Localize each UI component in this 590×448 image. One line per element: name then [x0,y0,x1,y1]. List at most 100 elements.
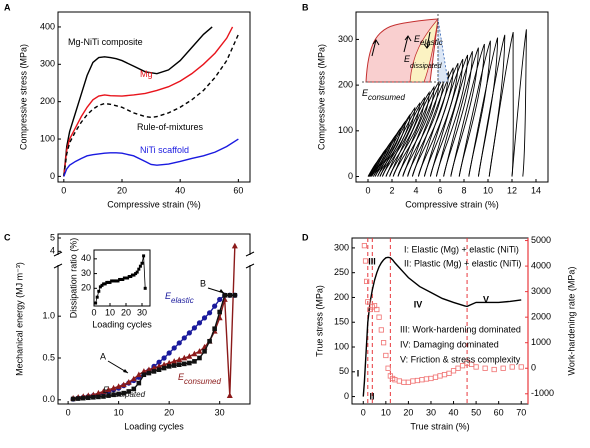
inset-marker [143,286,147,290]
marker [136,380,142,386]
marker [197,355,202,361]
marker [196,320,203,326]
marker [151,369,157,374]
marker [156,367,162,373]
marker [176,362,182,367]
x-tick-label: 12 [507,185,517,195]
series-label-name: NiTi scaffold [140,145,189,155]
region-label: I [357,368,360,378]
y-tick-label: 0 [348,171,353,181]
inset-marker [127,275,131,279]
marker [121,390,126,396]
inset-marker [111,279,115,283]
y-axis-label: True stress (MPa) [314,285,324,357]
point-label: A [100,351,106,361]
region-label: II [369,391,374,401]
y-tick-label: 300 [334,242,349,252]
marker [125,379,132,385]
panel-letter: C [4,232,11,242]
x-tick-label: 60 [233,185,243,195]
marker [181,335,187,341]
x-tick-label: 20 [117,185,127,195]
marker [232,292,238,298]
axis-break-mark [53,263,63,269]
y-tick-label: 0.5 [42,352,55,362]
marker [201,315,208,321]
series-label-name: E [103,385,110,395]
marker [491,366,497,373]
x-tick-label: 50 [471,407,481,417]
inset-marker [142,254,146,258]
inset-marker [113,279,117,283]
marker [361,243,368,249]
cycle-loop [389,90,430,177]
y2-tick-label: 2000 [531,312,551,322]
inset-marker [132,273,136,277]
x-axis-label: Loading cycles [124,421,184,431]
marker [166,350,172,356]
unload-arrow [423,31,431,49]
y-tick-label: 400 [40,21,55,31]
y-tick-label: 200 [40,96,55,106]
x-tick-label: 0 [61,185,66,195]
x-tick-label: 0 [66,407,71,417]
x-tick-label: 40 [449,407,459,417]
marker [111,392,116,398]
marker [75,396,81,401]
y-axis-label: Dissipation ratio (%) [68,238,78,319]
inset-marker [100,283,104,287]
marker [86,395,91,401]
axis-break-mark [245,263,255,269]
cycle-loop [443,47,479,177]
x-tick-label: 30 [137,307,147,317]
point-arrow-head [219,289,224,293]
marker [116,391,121,397]
cycle-loop [417,62,459,177]
inset-marker [114,279,118,283]
cycle-loop [511,29,527,177]
inset-marker [105,280,109,284]
marker [130,375,137,382]
marker [482,365,488,371]
y-tick-label: 300 [40,59,55,69]
panel-letter: A [4,2,11,12]
marker [110,384,117,391]
marker [166,364,172,369]
marker [70,396,76,402]
marker [182,361,187,367]
marker [222,292,228,298]
marker [120,381,127,388]
inset-marker [106,280,110,284]
x-tick-label: 0 [365,185,370,195]
x-tick-label: 10 [114,407,124,417]
marker [171,358,178,364]
note: I: Elastic (Mg) + elastic (NiTi) [404,244,519,254]
inset-marker [140,261,144,265]
inset-marker [135,270,139,274]
marker [231,242,238,249]
x-tick-label: 4 [413,185,418,195]
series-label: Edissipated [103,385,146,399]
inset-label-symbol: E [414,34,421,44]
inset-label-sub: elastic [420,38,443,47]
inset-marker [130,273,134,277]
cycle-loop [429,54,469,177]
y2-tick-label: 5000 [531,235,551,245]
marker [171,363,177,368]
series-line [63,34,240,177]
region-label: IV [414,299,423,309]
y-tick-label: 150 [334,317,349,327]
series-line [63,26,213,177]
marker [161,361,168,368]
cycle-loop [381,102,421,177]
load-arrow [371,39,380,57]
marker [115,383,122,389]
marker [105,386,112,393]
series-label: NiTi scaffold [140,145,189,155]
inset-marker [102,282,106,286]
marker [156,363,163,369]
marker [156,359,162,365]
y-tick-label: 0 [344,391,349,401]
y-tick-label: 200 [334,292,349,302]
inset-marker [137,267,141,271]
